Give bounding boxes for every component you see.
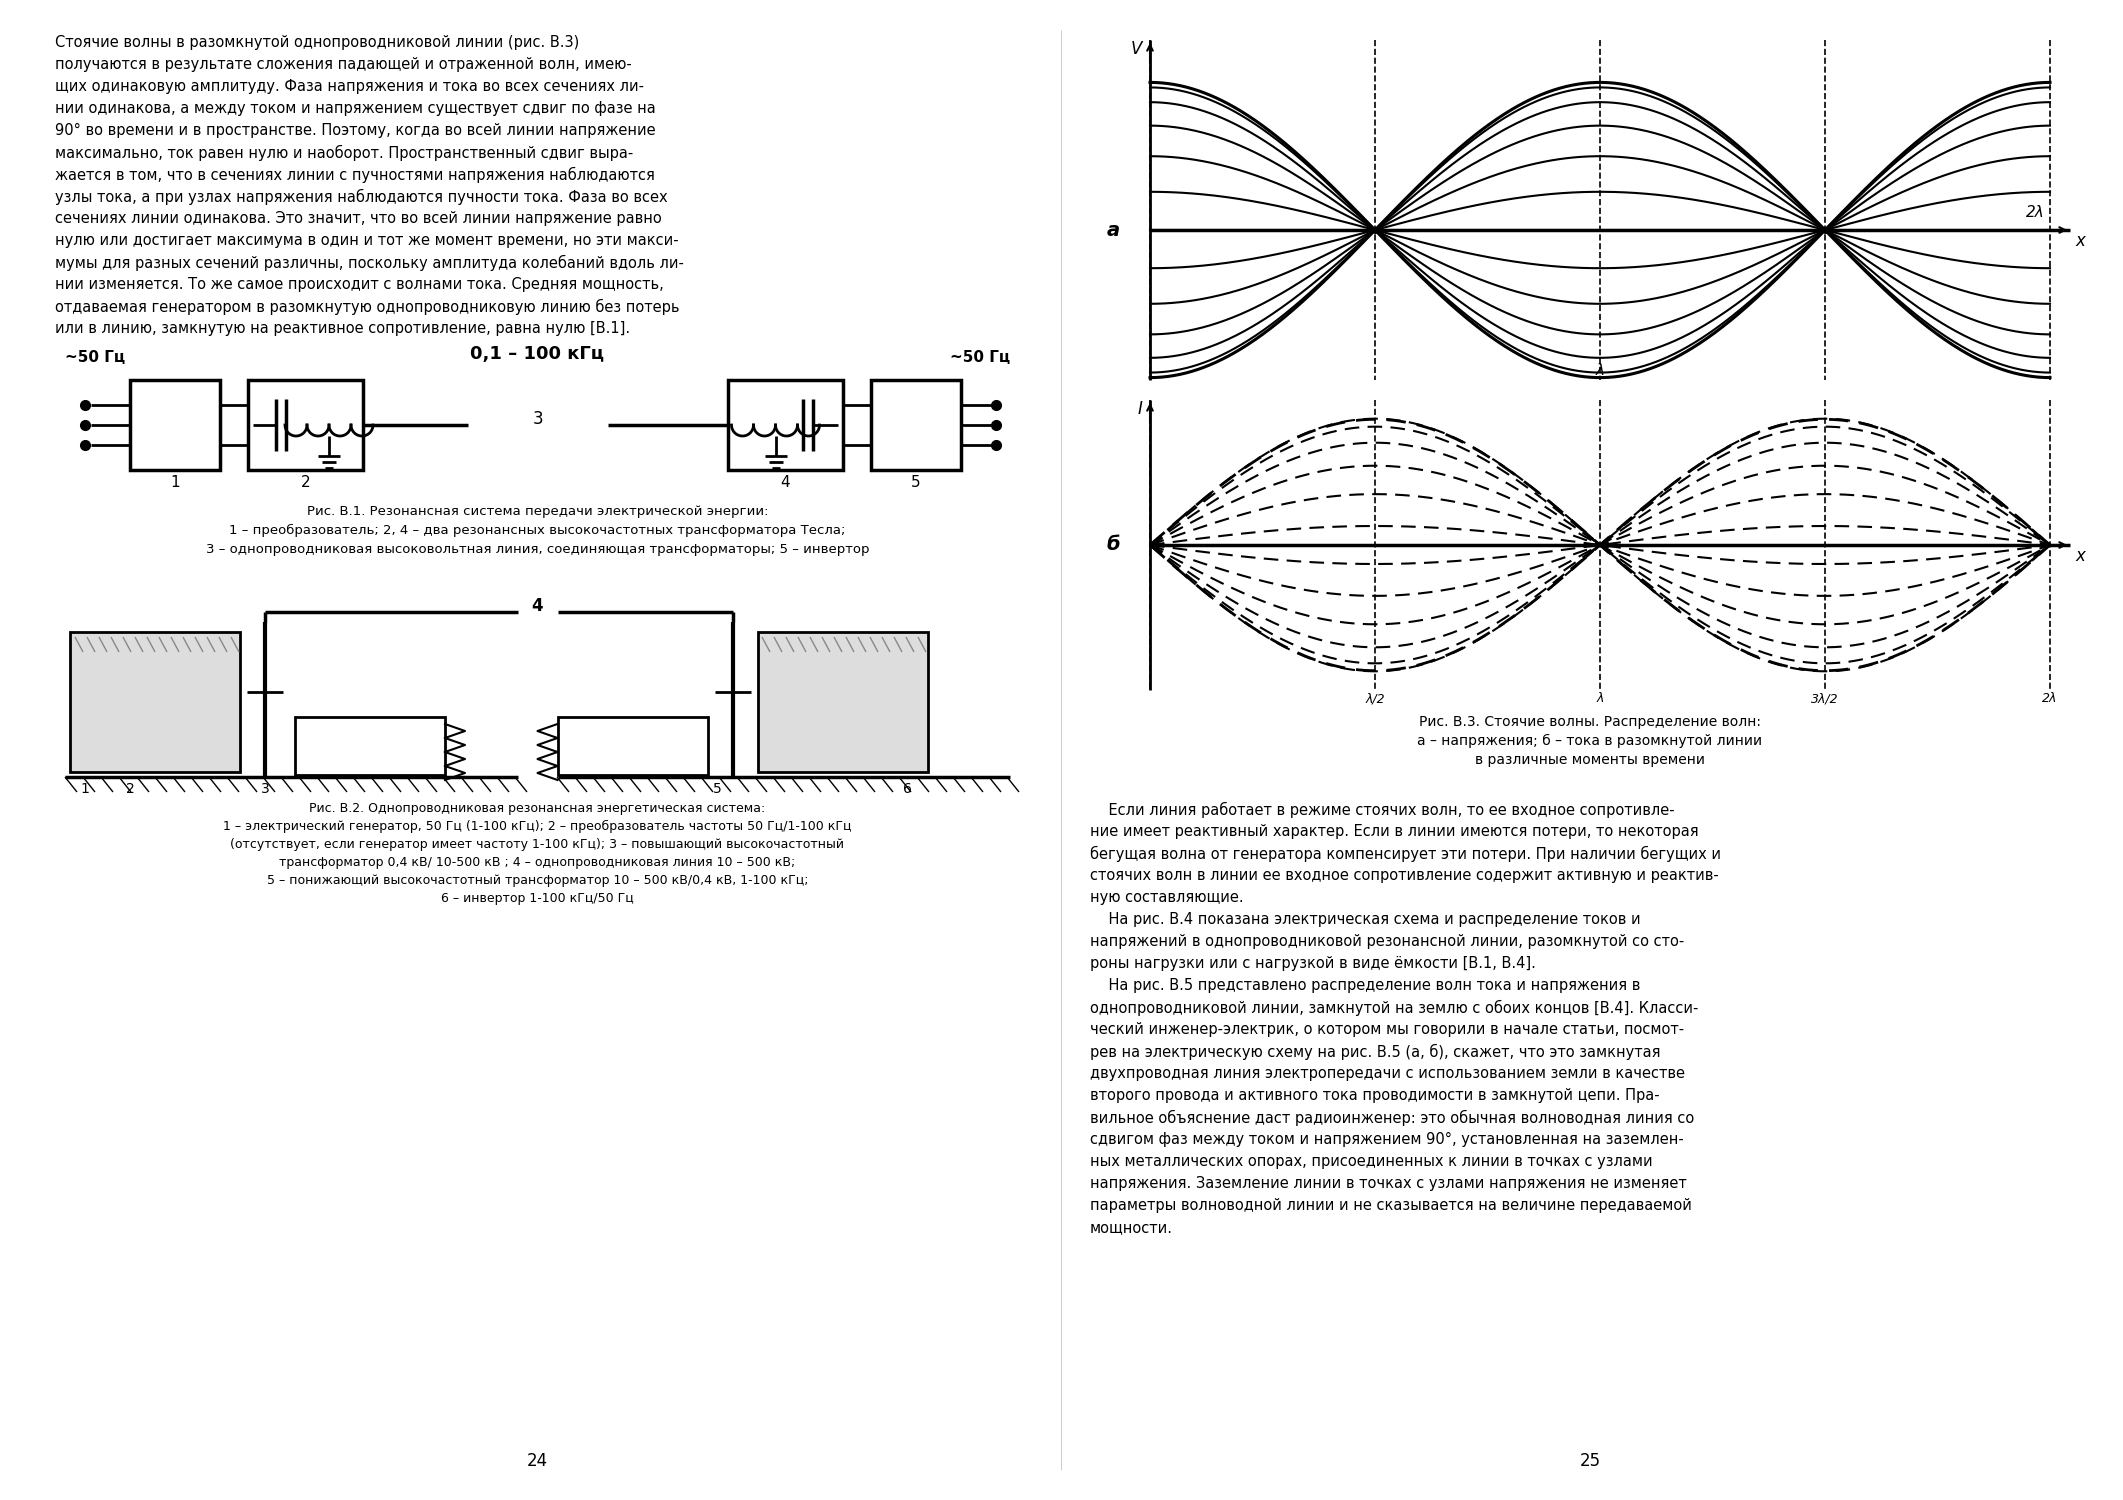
- Bar: [248, 380, 363, 470]
- Text: 1 – преобразователь; 2, 4 – два резонансных высокочастотных трансформатора Тесла: 1 – преобразователь; 2, 4 – два резонанс…: [229, 524, 845, 537]
- Bar: [295, 717, 446, 776]
- Text: ~50 Гц: ~50 Гц: [66, 350, 125, 364]
- Text: узлы тока, а при узлах напряжения наблюдаются пучности тока. Фаза во всех: узлы тока, а при узлах напряжения наблюд…: [55, 189, 667, 206]
- Text: 6: 6: [902, 782, 913, 796]
- Bar: [558, 717, 707, 776]
- Bar: [130, 380, 221, 470]
- Text: максимально, ток равен нулю и наоборот. Пространственный сдвиг выра-: максимально, ток равен нулю и наоборот. …: [55, 146, 633, 160]
- Text: 4: 4: [531, 597, 543, 615]
- Text: На рис. В.4 показана электрическая схема и распределение токов и: На рис. В.4 показана электрическая схема…: [1089, 912, 1641, 927]
- Text: а – напряжения; б – тока в разомкнутой линии: а – напряжения; б – тока в разомкнутой л…: [1418, 734, 1762, 748]
- Text: однопроводниковой линии, замкнутой на землю с обоих концов [В.4]. Класси-: однопроводниковой линии, замкнутой на зе…: [1089, 1000, 1698, 1016]
- Text: нии изменяется. То же самое происходит с волнами тока. Средняя мощность,: нии изменяется. То же самое происходит с…: [55, 278, 664, 292]
- Text: б: б: [1106, 536, 1121, 555]
- Text: роны нагрузки или с нагрузкой в виде ёмкости [В.1, В.4].: роны нагрузки или с нагрузкой в виде ёмк…: [1089, 956, 1535, 970]
- Text: в различные моменты времени: в различные моменты времени: [1475, 753, 1705, 766]
- Bar: [870, 380, 960, 470]
- Text: Стоячие волны в разомкнутой однопроводниковой линии (рис. В.3): Стоячие волны в разомкнутой однопроводни…: [55, 34, 580, 50]
- Text: напряжения. Заземление линии в точках с узлами напряжения не изменяет: напряжения. Заземление линии в точках с …: [1089, 1176, 1688, 1191]
- Text: двухпроводная линия электропередачи с использованием земли в качестве: двухпроводная линия электропередачи с ис…: [1089, 1066, 1686, 1082]
- Text: λ: λ: [1596, 363, 1605, 378]
- Text: 5 – понижающий высокочастотный трансформатор 10 – 500 кВ/0,4 кВ, 1-100 кГц;: 5 – понижающий высокочастотный трансформ…: [267, 874, 809, 886]
- Text: бегущая волна от генератора компенсирует эти потери. При наличии бегущих и: бегущая волна от генератора компенсирует…: [1089, 846, 1722, 862]
- Text: λ/2: λ/2: [1365, 692, 1384, 705]
- Text: 5: 5: [911, 476, 919, 490]
- Text: 1: 1: [170, 476, 180, 490]
- Text: параметры волноводной линии и не сказывается на величине передаваемой: параметры волноводной линии и не сказыва…: [1089, 1198, 1692, 1214]
- Text: отдаваемая генератором в разомкнутую однопроводниковую линию без потерь: отдаваемая генератором в разомкнутую одн…: [55, 298, 679, 315]
- Text: ние имеет реактивный характер. Если в линии имеются потери, то некоторая: ние имеет реактивный характер. Если в ли…: [1089, 824, 1698, 839]
- Text: 2λ: 2λ: [2042, 692, 2057, 705]
- Text: Рис. В.3. Стоячие волны. Распределение волн:: Рис. В.3. Стоячие волны. Распределение в…: [1418, 716, 1760, 729]
- Text: щих одинаковую амплитуду. Фаза напряжения и тока во всех сечениях ли-: щих одинаковую амплитуду. Фаза напряжени…: [55, 80, 643, 94]
- Bar: [758, 632, 928, 772]
- Text: λ: λ: [1596, 692, 1603, 705]
- Text: (отсутствует, если генератор имеет частоту 1-100 кГц); 3 – повышающий высокочаст: (отсутствует, если генератор имеет часто…: [231, 839, 845, 850]
- Text: нии одинакова, а между током и напряжением существует сдвиг по фазе на: нии одинакова, а между током и напряжени…: [55, 100, 656, 116]
- Text: 6 – инвертор 1-100 кГц/50 Гц: 6 – инвертор 1-100 кГц/50 Гц: [442, 892, 635, 904]
- Text: трансформатор 0,4 кВ/ 10-500 кВ ; 4 – однопроводниковая линия 10 – 500 кВ;: трансформатор 0,4 кВ/ 10-500 кВ ; 4 – од…: [280, 856, 796, 868]
- Text: стоячих волн в линии ее входное сопротивление содержит активную и реактив-: стоячих волн в линии ее входное сопротив…: [1089, 868, 1720, 883]
- Text: 4: 4: [779, 476, 790, 490]
- Text: а: а: [1106, 220, 1121, 240]
- Text: сечениях линии одинакова. Это значит, что во всей линии напряжение равно: сечениях линии одинакова. Это значит, чт…: [55, 211, 662, 226]
- Text: 3: 3: [261, 782, 270, 796]
- Text: 3λ/2: 3λ/2: [1811, 692, 1839, 705]
- Text: 3 – однопроводниковая высоковольтная линия, соединяющая трансформаторы; 5 – инве: 3 – однопроводниковая высоковольтная лин…: [206, 543, 868, 556]
- Text: 1: 1: [81, 782, 89, 796]
- Text: ~50 Гц: ~50 Гц: [949, 350, 1011, 364]
- Text: напряжений в однопроводниковой резонансной линии, разомкнутой со сто-: напряжений в однопроводниковой резонансн…: [1089, 934, 1684, 950]
- Text: ных металлических опорах, присоединенных к линии в точках с узлами: ных металлических опорах, присоединенных…: [1089, 1154, 1652, 1168]
- Text: 1 – электрический генератор, 50 Гц (1-100 кГц); 2 – преобразователь частоты 50 Г: 1 – электрический генератор, 50 Гц (1-10…: [223, 821, 851, 833]
- Text: 0,1 – 100 кГц: 0,1 – 100 кГц: [471, 345, 605, 363]
- Bar: [728, 380, 843, 470]
- Text: ную составляющие.: ную составляющие.: [1089, 890, 1244, 904]
- Text: 2λ: 2λ: [2025, 206, 2044, 220]
- Text: или в линию, замкнутую на реактивное сопротивление, равна нулю [В.1].: или в линию, замкнутую на реактивное соп…: [55, 321, 631, 336]
- Text: 24: 24: [527, 1452, 548, 1470]
- Bar: [70, 632, 240, 772]
- Text: 5: 5: [713, 782, 722, 796]
- Text: жается в том, что в сечениях линии с пучностями напряжения наблюдаются: жается в том, что в сечениях линии с пуч…: [55, 166, 654, 183]
- Text: Рис. В.1. Резонансная система передачи электрической энергии:: Рис. В.1. Резонансная система передачи э…: [306, 506, 769, 518]
- Text: I: I: [1138, 400, 1142, 418]
- Text: второго провода и активного тока проводимости в замкнутой цепи. Пра-: второго провода и активного тока проводи…: [1089, 1088, 1660, 1102]
- Text: x: x: [2074, 548, 2085, 566]
- Text: 25: 25: [1580, 1452, 1601, 1470]
- Text: Рис. В.2. Однопроводниковая резонансная энергетическая система:: Рис. В.2. Однопроводниковая резонансная …: [310, 802, 766, 814]
- Text: рев на электрическую схему на рис. В.5 (а, б), скажет, что это замкнутая: рев на электрическую схему на рис. В.5 (…: [1089, 1044, 1660, 1060]
- Text: На рис. В.5 представлено распределение волн тока и напряжения в: На рис. В.5 представлено распределение в…: [1089, 978, 1641, 993]
- Text: получаются в результате сложения падающей и отраженной волн, имею-: получаются в результате сложения падающе…: [55, 57, 633, 72]
- Text: 90° во времени и в пространстве. Поэтому, когда во всей линии напряжение: 90° во времени и в пространстве. Поэтому…: [55, 123, 656, 138]
- Text: ческий инженер-электрик, о котором мы говорили в начале статьи, посмот-: ческий инженер-электрик, о котором мы го…: [1089, 1022, 1684, 1036]
- Text: мумы для разных сечений различны, поскольку амплитуда колебаний вдоль ли-: мумы для разных сечений различны, поскол…: [55, 255, 684, 272]
- Text: Если линия работает в режиме стоячих волн, то ее входное сопротивле-: Если линия работает в режиме стоячих вол…: [1089, 802, 1675, 818]
- Text: V: V: [1132, 40, 1142, 58]
- Text: x: x: [2074, 232, 2085, 250]
- Text: нулю или достигает максимума в один и тот же момент времени, но эти макси-: нулю или достигает максимума в один и то…: [55, 232, 679, 248]
- Text: 2: 2: [125, 782, 134, 796]
- Text: 3: 3: [533, 410, 543, 428]
- Text: 2: 2: [301, 476, 310, 490]
- Text: мощности.: мощности.: [1089, 1220, 1174, 1234]
- Text: вильное объяснение даст радиоинженер: это обычная волноводная линия со: вильное объяснение даст радиоинженер: эт…: [1089, 1110, 1694, 1126]
- Text: сдвигом фаз между током и напряжением 90°, установленная на заземлен-: сдвигом фаз между током и напряжением 90…: [1089, 1132, 1684, 1148]
